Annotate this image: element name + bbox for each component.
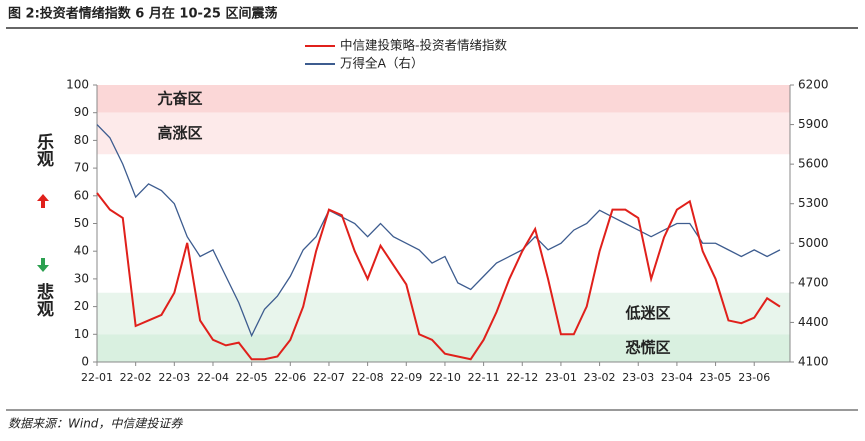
y-tick-label: 10 — [74, 327, 89, 341]
x-tick-label: 22-06 — [274, 371, 306, 384]
x-tick-label: 22-04 — [197, 371, 229, 384]
x-tick-label: 22-02 — [120, 371, 152, 384]
x-tick-label: 23-04 — [661, 371, 693, 384]
x-tick-label: 22-01 — [81, 371, 113, 384]
down-arrow — [37, 258, 49, 272]
chart-title: 图 2:投资者情绪指数 6 月在 10-25 区间震荡 — [8, 6, 278, 22]
series-line — [96, 124, 781, 338]
y2-tick-label: 4400 — [798, 315, 829, 329]
y-tick-label: 90 — [74, 105, 89, 119]
zone — [97, 334, 790, 362]
y-tick-label: 70 — [74, 161, 89, 175]
y2-tick-label: 6200 — [798, 78, 829, 92]
x-tick-label: 23-06 — [738, 371, 770, 384]
zone — [97, 85, 790, 113]
legend-label: 中信建投策略-投资者情绪指数 — [340, 38, 508, 53]
x-tick-label: 22-07 — [313, 371, 345, 384]
y-tick-label: 60 — [74, 188, 89, 202]
y-tick-label: 0 — [81, 355, 89, 369]
side-label: 乐观 — [33, 133, 55, 167]
zone-label: 恐慌区 — [625, 339, 670, 357]
x-tick-label: 23-05 — [700, 371, 732, 384]
x-tick-label: 23-01 — [545, 371, 577, 384]
legend-label: 万得全A（右） — [340, 56, 424, 71]
y-tick-label: 100 — [66, 78, 89, 92]
zone-label: 低迷区 — [624, 304, 670, 322]
series-line — [96, 192, 781, 361]
zone-label: 亢奋区 — [157, 89, 202, 107]
y-tick-label: 50 — [74, 216, 89, 230]
up-arrow — [37, 194, 49, 208]
y2-tick-label: 5900 — [798, 117, 829, 131]
zone — [97, 112, 790, 155]
y2-tick-label: 5600 — [798, 157, 829, 171]
y2-tick-label: 5000 — [798, 236, 829, 250]
y2-tick-label: 4700 — [798, 275, 829, 289]
side-label: 悲观 — [33, 282, 55, 317]
x-tick-label: 22-03 — [158, 371, 190, 384]
y-tick-label: 30 — [74, 271, 89, 285]
x-tick-label: 22-08 — [352, 371, 384, 384]
x-tick-label: 22-09 — [390, 371, 422, 384]
x-tick-label: 23-02 — [584, 371, 616, 384]
zone — [97, 292, 790, 335]
x-tick-label: 22-12 — [506, 371, 538, 384]
x-tick-label: 22-11 — [468, 371, 500, 384]
zone-label: 高涨区 — [157, 124, 202, 142]
y-tick-label: 80 — [74, 133, 89, 147]
x-tick-label: 22-10 — [429, 371, 461, 384]
y2-tick-label: 4100 — [798, 355, 829, 369]
x-tick-label: 23-03 — [622, 371, 654, 384]
y-tick-label: 40 — [74, 244, 89, 258]
source: 数据来源：Wind，中信建投证券 — [8, 417, 183, 431]
x-tick-label: 22-05 — [236, 371, 268, 384]
y2-tick-label: 5300 — [798, 196, 829, 210]
y-tick-label: 20 — [74, 299, 89, 313]
